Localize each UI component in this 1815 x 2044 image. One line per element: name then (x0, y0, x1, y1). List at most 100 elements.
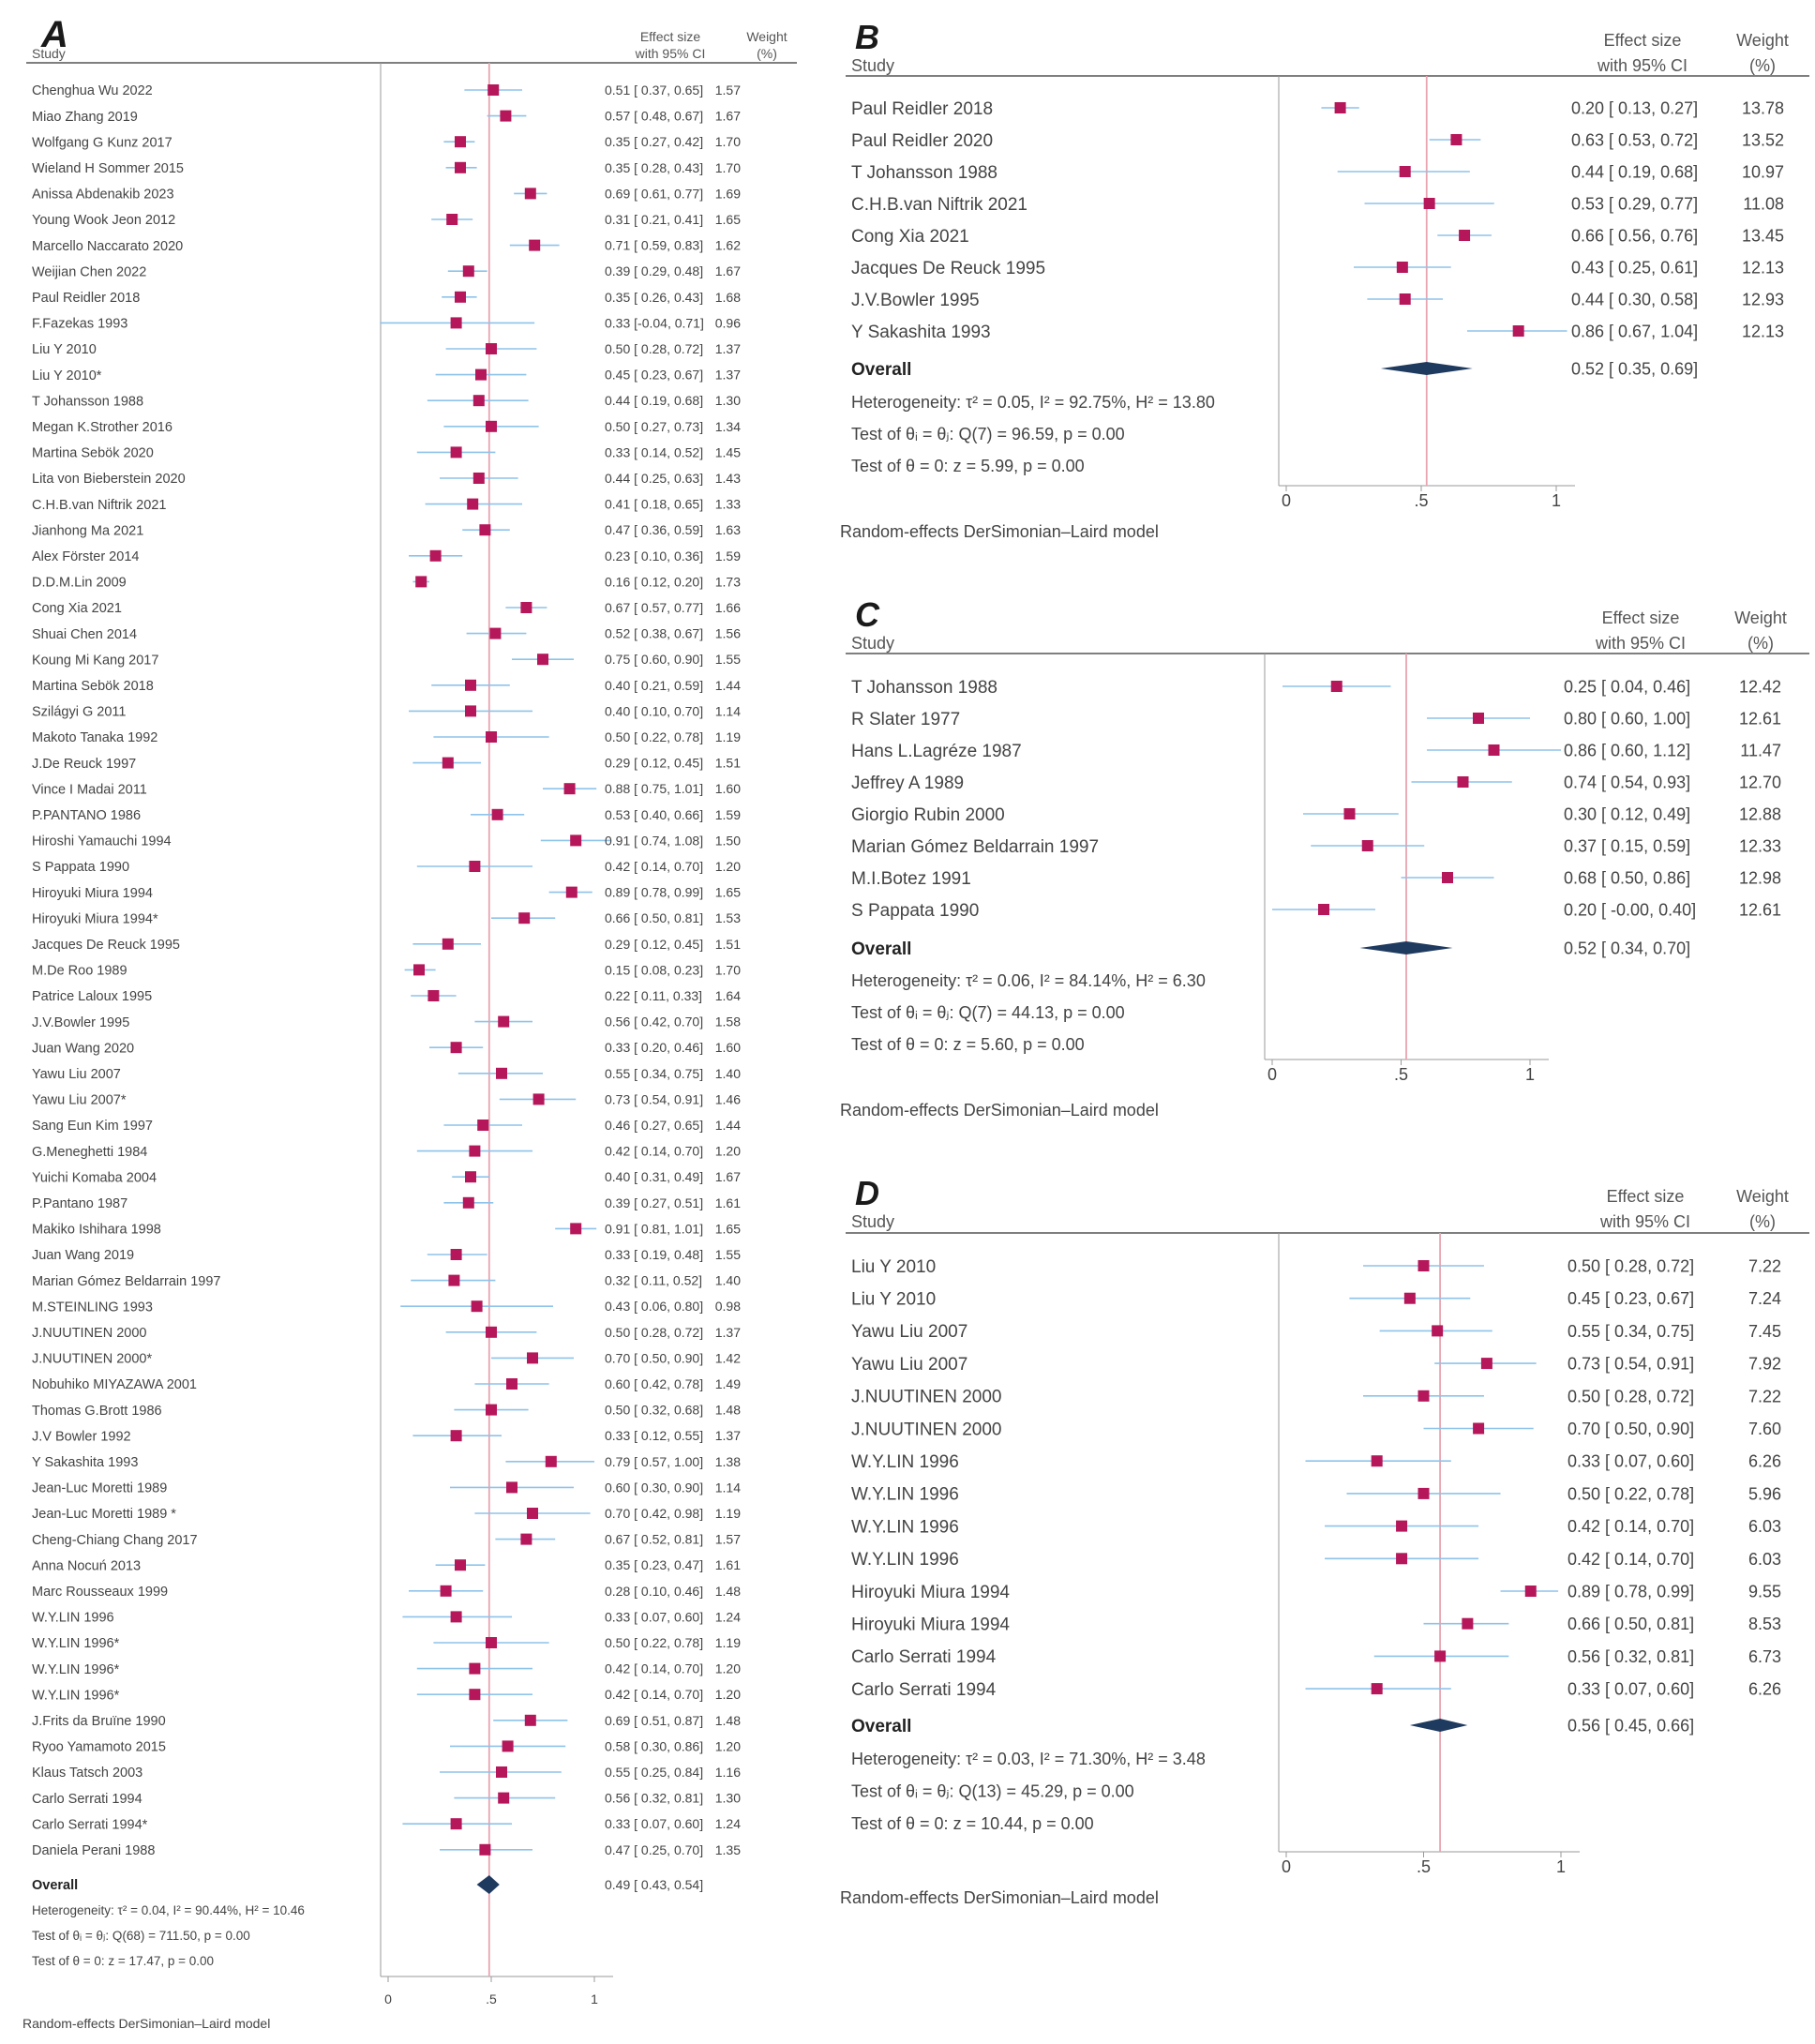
effect-size-value: 0.33 [ 0.19, 0.48] (605, 1247, 703, 1262)
study-label: Weijian Chen 2022 (32, 264, 146, 279)
study-label: Yawu Liu 2007* (32, 1093, 127, 1108)
effect-size-value: 0.29 [ 0.12, 0.45] (605, 937, 703, 952)
effect-size-value: 0.33 [ 0.12, 0.55] (605, 1428, 703, 1443)
effect-size-value: 0.86 [ 0.60, 1.12] (1564, 741, 1690, 759)
weight-value: 1.59 (715, 807, 741, 822)
panel-letter: B (855, 18, 879, 56)
effect-size-value: 0.40 [ 0.31, 0.49] (605, 1169, 703, 1184)
weight-value: 12.61 (1739, 900, 1781, 919)
effect-marker (502, 1740, 514, 1752)
effect-size-value: 0.50 [ 0.22, 0.78] (605, 729, 703, 744)
effect-size-value: 0.60 [ 0.30, 0.90] (605, 1480, 703, 1495)
study-label: Liu Y 2010 (851, 1257, 936, 1277)
effect-marker (1399, 293, 1411, 305)
study-label: Jacques De Reuck 1995 (32, 938, 180, 953)
study-label: Paul Reidler 2020 (851, 131, 993, 151)
effect-marker (465, 705, 476, 717)
weight-value: 12.42 (1739, 677, 1781, 696)
study-label: J.V Bowler 1992 (32, 1429, 131, 1444)
weight-value: 1.60 (715, 781, 741, 796)
study-label: Alex Förster 2014 (32, 549, 139, 564)
effect-size-value: 0.71 [ 0.59, 0.83] (605, 238, 703, 253)
weight-value: 1.45 (715, 444, 741, 459)
effect-marker (1450, 134, 1462, 145)
effect-marker (486, 1404, 497, 1416)
x-tick-label: 1 (591, 1991, 598, 2006)
weight-value: 11.47 (1740, 741, 1781, 759)
effect-marker (467, 498, 479, 510)
weight-value: 1.65 (715, 885, 741, 900)
weight-value: 1.60 (715, 1040, 741, 1055)
effect-size-value: 0.35 [ 0.28, 0.43] (605, 160, 703, 175)
effect-size-value: 0.46 [ 0.27, 0.65] (605, 1118, 703, 1133)
effect-marker (450, 1430, 462, 1442)
x-tick-label: 0 (1282, 1857, 1291, 1876)
effect-size-value: 0.22 [ 0.11, 0.33] (605, 988, 702, 1003)
weight-value: 12.33 (1739, 836, 1781, 855)
effect-marker (1371, 1683, 1383, 1695)
study-label: Sang Eun Kim 1997 (32, 1119, 153, 1134)
study-label: Yawu Liu 2007 (32, 1067, 121, 1082)
study-label: Makiko Ishihara 1998 (32, 1223, 161, 1238)
weight-value: 1.44 (715, 678, 741, 693)
weight-value: 1.24 (715, 1816, 741, 1831)
weight-value: 6.26 (1748, 1452, 1781, 1471)
effect-size-value: 0.31 [ 0.21, 0.41] (605, 212, 703, 227)
study-label: M.I.Botez 1991 (851, 869, 971, 889)
weight-value: 8.53 (1748, 1615, 1781, 1633)
header-effect-size: Effect size (640, 29, 701, 44)
study-label: Liu Y 2010 (851, 1290, 936, 1310)
effect-size-value: 0.33 [ 0.14, 0.52] (605, 444, 703, 459)
model-note: Random-effects DerSimonian–Laird model (840, 1888, 1159, 1907)
effect-marker (1423, 198, 1435, 209)
effect-marker (440, 1585, 452, 1597)
effect-size-value: 0.40 [ 0.10, 0.70] (605, 703, 703, 718)
stats-line: Test of θ = 0: z = 5.99, p = 0.00 (851, 457, 1085, 475)
weight-value: 1.62 (715, 238, 741, 253)
model-note: Random-effects DerSimonian–Laird model (840, 522, 1159, 541)
study-label: Jean-Luc Moretti 1989 * (32, 1507, 176, 1522)
effect-size-value: 0.53 [ 0.40, 0.66] (605, 807, 703, 822)
effect-size-value: 0.35 [ 0.26, 0.43] (605, 290, 703, 305)
study-label: T Johansson 1988 (851, 163, 998, 183)
weight-value: 1.61 (715, 1195, 741, 1210)
overall-diamond (1359, 941, 1453, 954)
effect-marker (469, 1689, 481, 1701)
header-weight-unit: (%) (1749, 1212, 1776, 1231)
study-label: Jean-Luc Moretti 1989 (32, 1481, 167, 1496)
study-label: J.NUUTINEN 2000 (851, 1420, 1002, 1439)
weight-value: 1.67 (715, 1169, 741, 1184)
effect-marker (475, 368, 487, 381)
weight-value: 1.14 (715, 703, 741, 718)
effect-marker (1396, 1520, 1408, 1532)
study-label: P.PANTANO 1986 (32, 808, 141, 823)
effect-marker (486, 1637, 497, 1648)
effect-marker (477, 1120, 489, 1131)
x-tick-label: .5 (1417, 1857, 1431, 1876)
effect-size-value: 0.32 [ 0.11, 0.52] (605, 1273, 702, 1288)
weight-value: 6.26 (1748, 1680, 1781, 1699)
effect-marker (524, 188, 536, 200)
weight-value: 1.65 (715, 1221, 741, 1236)
effect-size-value: 0.50 [ 0.22, 0.78] (605, 1635, 703, 1650)
effect-marker (1343, 808, 1356, 819)
study-label: J.V.Bowler 1995 (851, 291, 980, 310)
weight-value: 1.19 (715, 1635, 741, 1650)
x-tick-label: 0 (1282, 491, 1291, 510)
weight-value: 1.40 (715, 1273, 741, 1288)
study-label: Hiroyuki Miura 1994 (32, 886, 153, 901)
effect-size-value: 0.91 [ 0.81, 1.01] (605, 1221, 703, 1236)
effect-marker (450, 1042, 462, 1054)
study-label: Daniela Perani 1988 (32, 1843, 155, 1858)
effect-size-value: 0.33 [ 0.20, 0.46] (605, 1040, 703, 1055)
effect-marker (570, 1223, 582, 1235)
effect-marker (442, 757, 454, 769)
effect-size-value: 0.80 [ 0.60, 1.00] (1564, 709, 1690, 728)
effect-marker (489, 627, 502, 639)
weight-value: 1.44 (715, 1118, 741, 1133)
effect-marker (1361, 840, 1373, 851)
weight-value: 1.56 (715, 626, 741, 641)
stats-line: Heterogeneity: τ² = 0.04, I² = 90.44%, H… (32, 1903, 305, 1917)
effect-marker (496, 1766, 507, 1778)
